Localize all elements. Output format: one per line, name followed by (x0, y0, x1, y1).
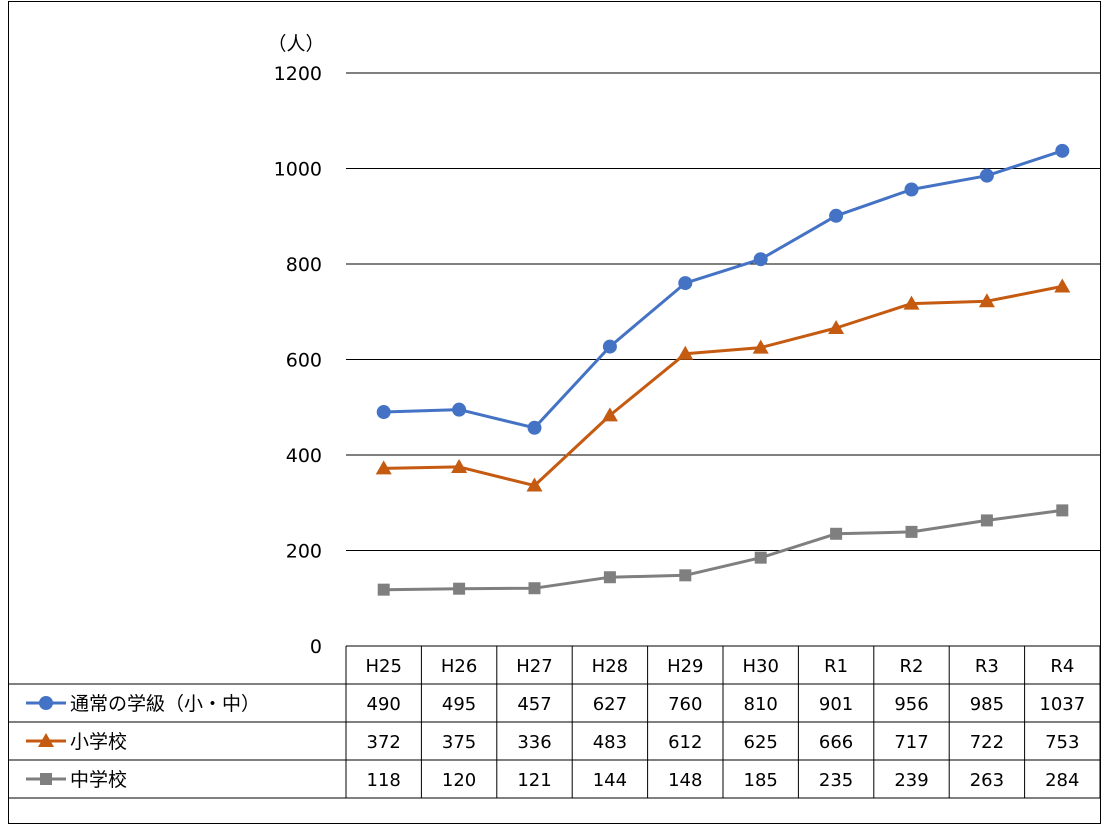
legend-label: 通常の学級（小・中） (70, 693, 260, 715)
data-point (1055, 143, 1070, 158)
x-tick-label: H29 (667, 656, 703, 677)
data-point (528, 582, 541, 595)
y-tick-label: 800 (286, 254, 322, 276)
x-tick-label: R2 (900, 656, 924, 677)
data-point (1054, 278, 1071, 293)
data-point (980, 514, 993, 527)
series-1 (375, 278, 1071, 492)
data-point (602, 339, 617, 354)
legend-label: 小学校 (70, 731, 127, 753)
data-label: 375 (442, 732, 476, 753)
data-label: 118 (367, 770, 401, 791)
legend-marker (38, 733, 54, 747)
series-2 (377, 504, 1069, 596)
data-label: 760 (668, 694, 702, 715)
data-label: 263 (970, 770, 1004, 791)
data-point (978, 293, 995, 308)
y-tick-label: 400 (286, 445, 322, 467)
x-tick-label: R4 (1050, 656, 1074, 677)
data-point (679, 569, 692, 582)
data-point (903, 295, 920, 310)
data-point (452, 402, 467, 417)
data-point (752, 339, 769, 354)
data-label: 722 (970, 732, 1004, 753)
data-label: 185 (744, 770, 778, 791)
data-label: 717 (894, 732, 928, 753)
x-tick-label: H27 (516, 656, 552, 677)
data-point (375, 460, 392, 475)
data-label: 372 (367, 732, 401, 753)
x-tick-label: H30 (742, 656, 778, 677)
gridlines (346, 72, 1100, 551)
x-tick-label: H26 (441, 656, 477, 677)
data-point (830, 527, 843, 540)
data-point (453, 582, 466, 595)
legend-entry: 小学校 (26, 731, 127, 753)
data-point (451, 458, 468, 473)
legend-entry: 通常の学級（小・中） (26, 693, 260, 715)
chart-border (8, 1, 1101, 824)
y-tick-label: 600 (286, 350, 322, 372)
data-point (1056, 504, 1069, 517)
data-point (904, 182, 919, 197)
data-point (678, 276, 693, 291)
data-label: 144 (593, 770, 627, 791)
y-tick-label: 0 (310, 636, 322, 658)
data-label: 985 (970, 694, 1004, 715)
data-label: 901 (819, 694, 853, 715)
data-label: 490 (367, 694, 401, 715)
data-label: 753 (1045, 732, 1079, 753)
x-tick-label: R1 (824, 656, 848, 677)
data-label: 148 (668, 770, 702, 791)
series-line (383, 149, 1063, 430)
data-point (754, 551, 767, 564)
legend-entry: 中学校 (26, 769, 127, 791)
data-point (828, 319, 845, 334)
y-tick-label: 200 (286, 541, 322, 563)
data-label: 956 (894, 694, 928, 715)
data-point (526, 477, 543, 492)
series-0 (376, 143, 1070, 435)
y-tick-label: 1200 (274, 63, 322, 85)
data-label: 627 (593, 694, 627, 715)
data-table: H25 H26 H27 H28 H29 H30 R1 R2 R3 R4 通常の学級（小・中） 490 4… (9, 645, 1101, 799)
data-point (603, 571, 616, 584)
x-tick-label: R3 (975, 656, 999, 677)
series-line (383, 284, 1063, 488)
data-point (905, 525, 918, 538)
legend-marker (39, 696, 53, 710)
data-label: 483 (593, 732, 627, 753)
data-label: 284 (1045, 770, 1079, 791)
data-label: 1037 (1039, 694, 1085, 715)
data-point (979, 168, 994, 183)
y-tick-label: 1000 (274, 159, 322, 181)
data-label: 612 (668, 732, 702, 753)
legend-marker (40, 773, 52, 785)
data-label: 457 (517, 694, 551, 715)
data-point (377, 583, 390, 596)
data-label: 336 (517, 732, 551, 753)
data-label: 625 (744, 732, 778, 753)
series-line (383, 508, 1063, 592)
x-tick-label: H25 (365, 656, 401, 677)
data-point (677, 345, 694, 360)
x-tick-label: H28 (592, 656, 628, 677)
data-label: 495 (442, 694, 476, 715)
data-point (753, 252, 768, 267)
data-point (601, 407, 618, 422)
y-axis-unit-label: （人） (267, 33, 324, 55)
data-point (527, 420, 542, 435)
data-label: 235 (819, 770, 853, 791)
y-axis-tick-labels: 0 200 400 600 800 1000 1200 (274, 63, 322, 658)
data-label: 239 (894, 770, 928, 791)
data-point (376, 405, 391, 420)
data-label: 810 (744, 694, 778, 715)
data-point (829, 208, 844, 223)
series-lines (375, 143, 1071, 596)
data-label: 121 (517, 770, 551, 791)
legend-label: 中学校 (70, 769, 127, 791)
data-label: 666 (819, 732, 853, 753)
data-label: 120 (442, 770, 476, 791)
